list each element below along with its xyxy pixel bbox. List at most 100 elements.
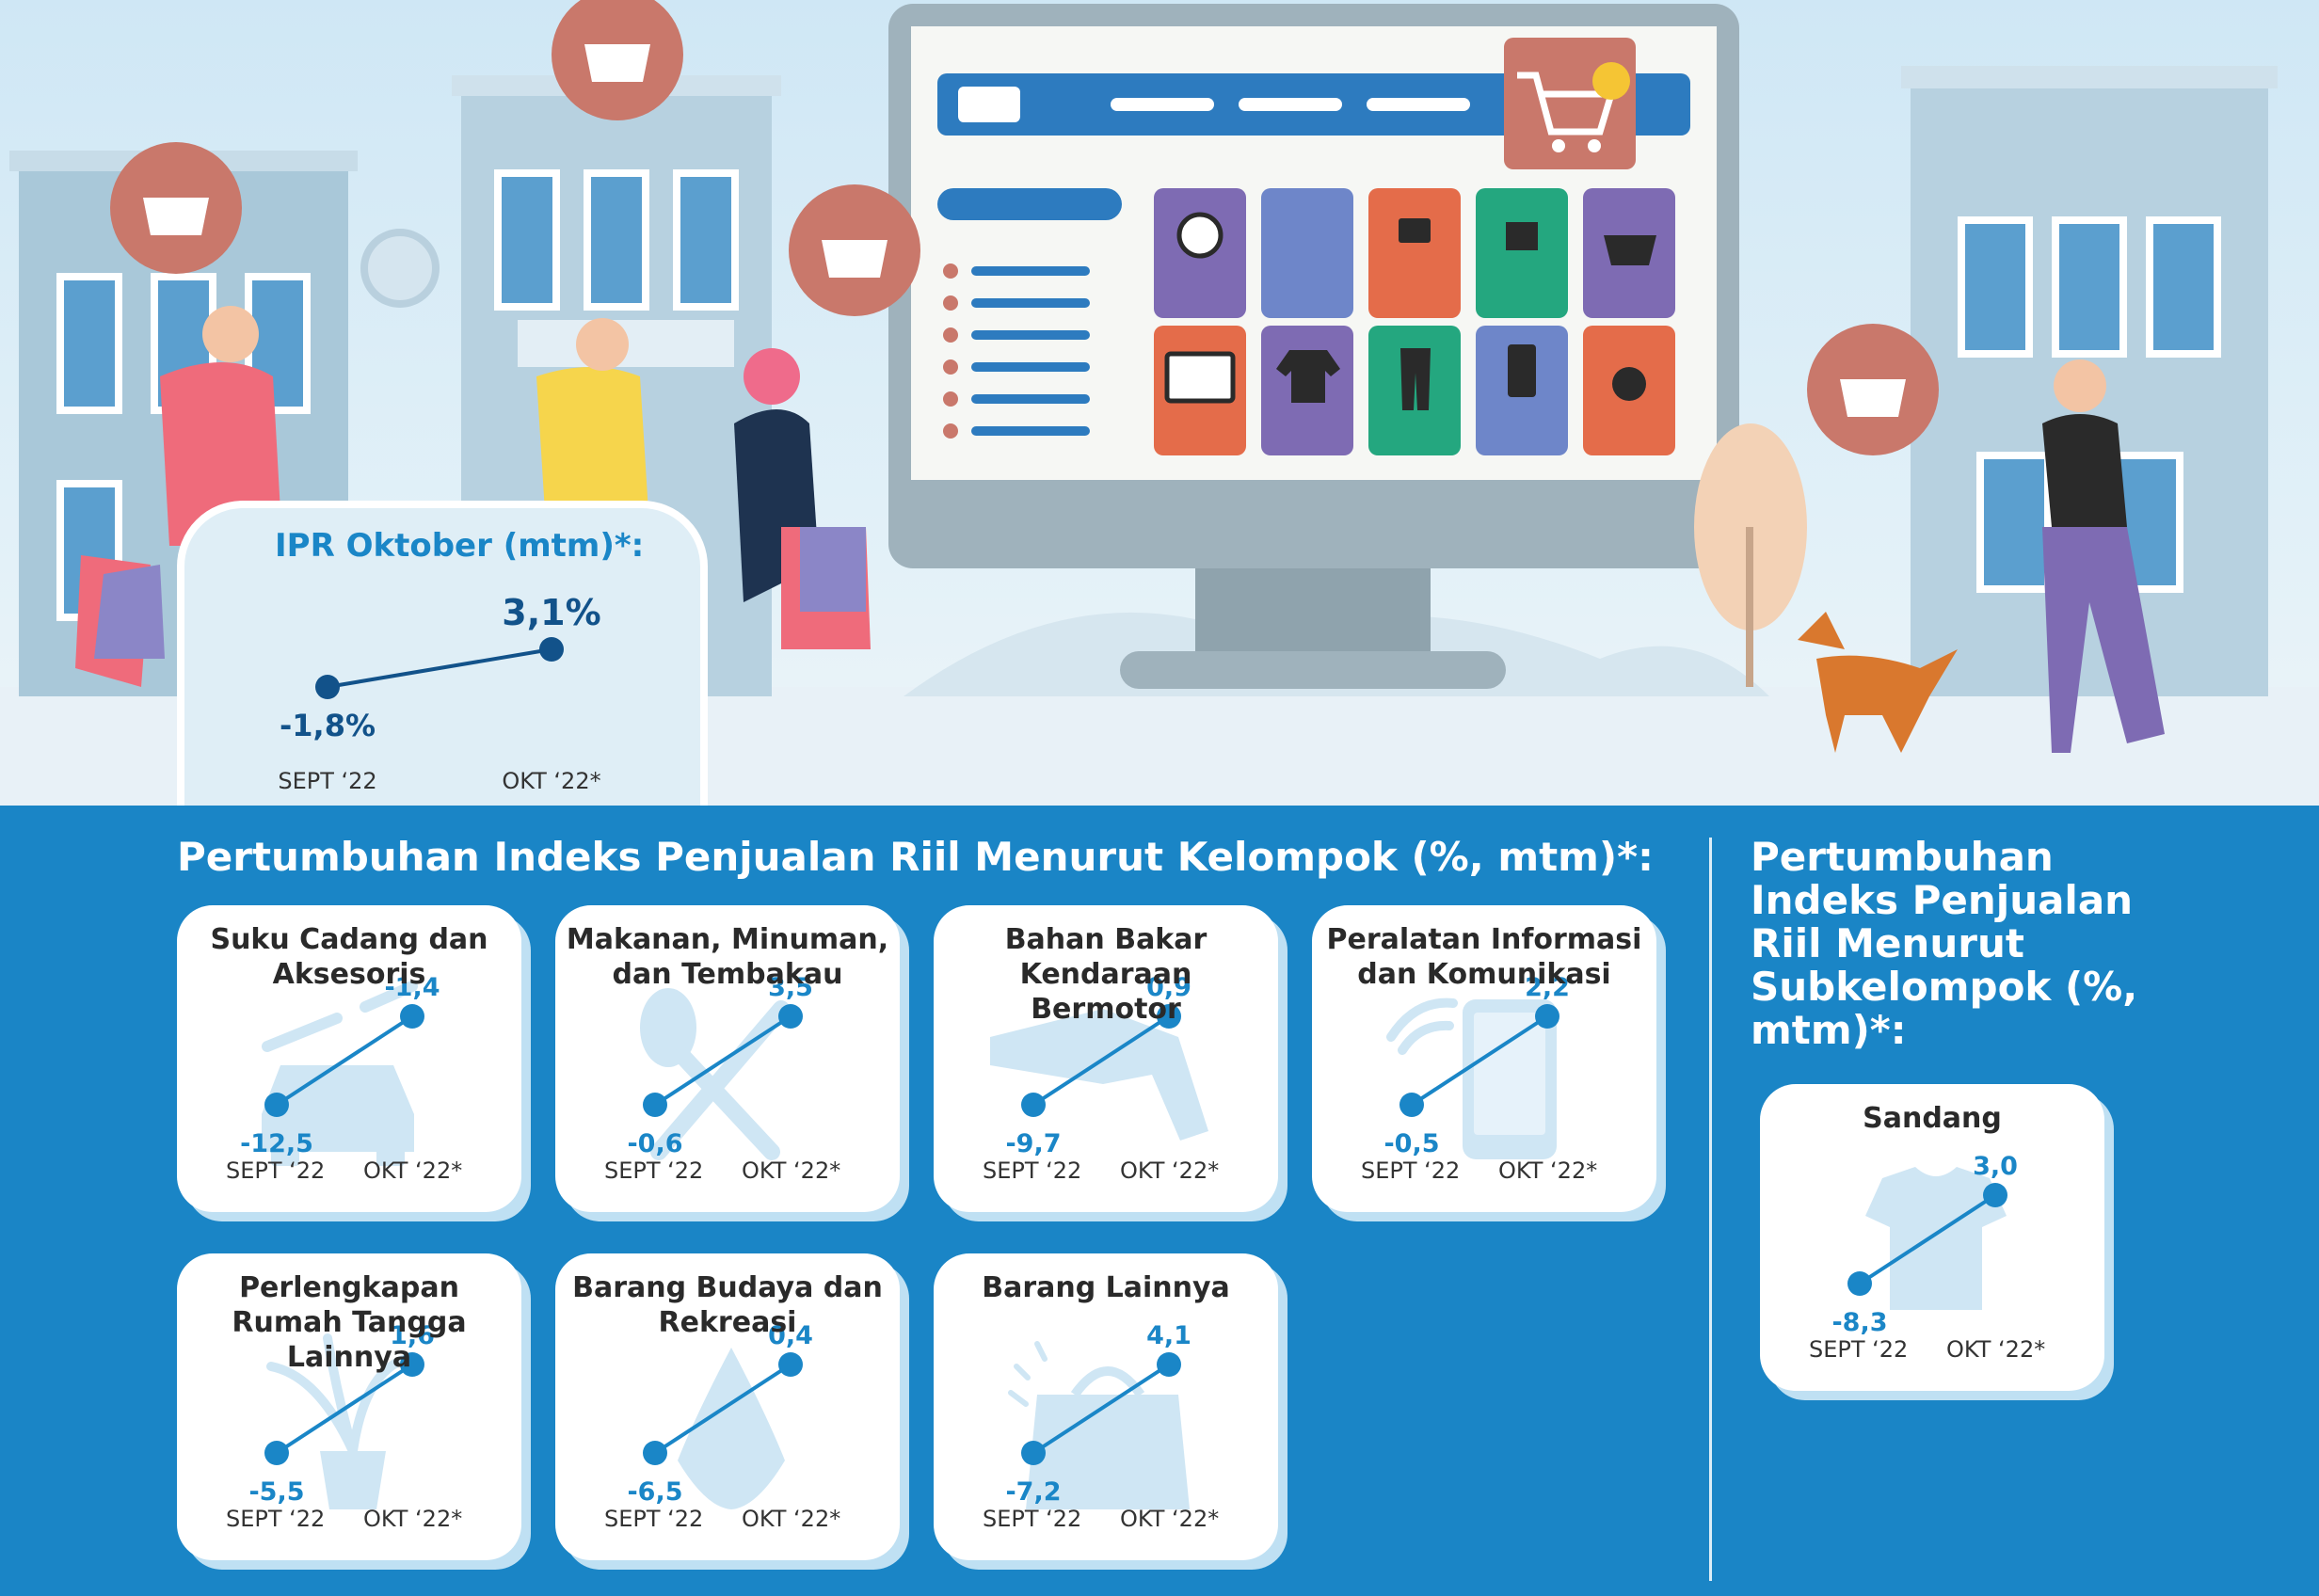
series-line bbox=[1032, 1014, 1171, 1107]
ipr-point-sept bbox=[315, 675, 340, 699]
point-okt bbox=[778, 1352, 803, 1377]
ipr-title: IPR Oktober (mtm)*: bbox=[275, 527, 645, 565]
card-title: Barang Lainnya bbox=[982, 1271, 1230, 1304]
card-line-chart: -5,5 1,6 bbox=[248, 1321, 435, 1509]
value-label-okt: 0,9 bbox=[1146, 973, 1191, 1002]
point-okt bbox=[1535, 1004, 1559, 1029]
card-line-chart: -6,5 0,4 bbox=[627, 1321, 813, 1509]
x-label-sept: SEPT ‘22 bbox=[604, 1506, 704, 1532]
subgroup-growth-title: Pertumbuhan Indeks Penjualan Riil Menuru… bbox=[1751, 834, 2138, 1053]
point-okt bbox=[1157, 1352, 1181, 1377]
ipr-series-line bbox=[327, 647, 552, 689]
point-sept bbox=[643, 1093, 667, 1117]
series-line bbox=[1032, 1363, 1171, 1455]
x-label-okt: OKT ‘22* bbox=[363, 1506, 463, 1532]
point-sept bbox=[264, 1441, 289, 1465]
value-label-sept: -9,7 bbox=[1005, 1129, 1061, 1158]
ipr-line-chart: -1,8% 3,1% SEPT ‘22 OKT ‘22* bbox=[278, 592, 600, 794]
x-label-okt: OKT ‘22* bbox=[1120, 1157, 1220, 1184]
point-okt bbox=[1983, 1183, 2007, 1207]
basket-badge-icons bbox=[110, 0, 1939, 455]
series-line bbox=[275, 1014, 414, 1107]
x-label-sept: SEPT ‘22 bbox=[1361, 1157, 1461, 1184]
x-label-sept: SEPT ‘22 bbox=[983, 1506, 1082, 1532]
value-label-okt: 3,5 bbox=[768, 973, 813, 1002]
ipr-summary-card: IPR Oktober (mtm)*: -1,8% 3,1% SEPT ‘22 OKT… bbox=[177, 501, 708, 806]
x-label-okt: OKT ‘22* bbox=[1498, 1157, 1598, 1184]
value-label-okt: 4,1 bbox=[1146, 1321, 1191, 1350]
card-line-chart: -0,6 3,5 bbox=[627, 973, 813, 1160]
fuel-nozzle-icon bbox=[990, 1009, 1208, 1141]
point-sept bbox=[1399, 1093, 1424, 1117]
ipr-x-label-sept: SEPT ‘22 bbox=[278, 768, 376, 794]
spoon-fork-icon bbox=[640, 988, 790, 1160]
card-title: Makanan, Minuman, dan Tembakau bbox=[566, 923, 889, 991]
value-label-sept: -7,2 bbox=[1005, 1477, 1061, 1507]
x-label-okt: OKT ‘22* bbox=[742, 1157, 841, 1184]
series-line bbox=[653, 1014, 792, 1107]
card-line-chart: -9,7 0,9 bbox=[990, 973, 1208, 1158]
point-sept bbox=[1021, 1093, 1046, 1117]
ipr-point-okt bbox=[539, 637, 564, 662]
x-label-okt: OKT ‘22* bbox=[742, 1506, 841, 1532]
shopping-scene-illustration: IPR Oktober (mtm)*: -1,8% 3,1% SEPT ‘22 OKT… bbox=[0, 0, 2319, 806]
chart-card: -9,7 0,9 Bahan Bakar Kendaraan Bermotor SEP… bbox=[934, 905, 1278, 1212]
x-label-sept: SEPT ‘22 bbox=[604, 1157, 704, 1184]
point-sept bbox=[643, 1441, 667, 1465]
point-sept bbox=[1847, 1271, 1872, 1296]
x-label-sept: SEPT ‘22 bbox=[1809, 1336, 1909, 1363]
card-line-chart: -7,2 4,1 bbox=[1005, 1321, 1191, 1509]
card-title: Barang Budaya dan Rekreasi bbox=[572, 1271, 883, 1339]
value-label-okt: 0,4 bbox=[768, 1321, 813, 1350]
chart-card: -12,5 -1,4 Suku Cadang dan Aksesoris SEPT ‘… bbox=[177, 905, 521, 1212]
point-sept bbox=[1021, 1441, 1046, 1465]
point-okt bbox=[778, 1004, 803, 1029]
shopping-bag-icon bbox=[1008, 1341, 1190, 1509]
people-illustration bbox=[75, 306, 2165, 753]
series-line bbox=[653, 1363, 792, 1455]
card-line-chart: -8,3 3,0 bbox=[1831, 1152, 2018, 1337]
card-line-chart: -0,5 2,2 bbox=[1383, 973, 1570, 1159]
point-okt bbox=[400, 1352, 424, 1377]
value-label-okt: 3,0 bbox=[1973, 1152, 2018, 1181]
x-label-okt: OKT ‘22* bbox=[363, 1157, 463, 1184]
chart-card: -0,5 2,2 Peralatan Informasi dan Komunikas… bbox=[1312, 905, 1656, 1212]
chart-card: -0,6 3,5 Makanan, Minuman, dan Tembakau SEP… bbox=[555, 905, 900, 1212]
value-label-sept: -0,6 bbox=[627, 1129, 682, 1158]
x-label-okt: OKT ‘22* bbox=[1946, 1336, 2046, 1363]
value-label-sept: -8,3 bbox=[1831, 1308, 1887, 1337]
chart-card: -6,5 0,4 Barang Budaya dan Rekreasi SEPT ‘2… bbox=[555, 1253, 900, 1560]
value-label-okt: 1,6 bbox=[390, 1321, 435, 1350]
x-label-sept: SEPT ‘22 bbox=[226, 1157, 326, 1184]
car-wrench-icon bbox=[262, 981, 418, 1166]
x-label-okt: OKT ‘22* bbox=[1120, 1506, 1220, 1532]
ipr-value-label-okt: 3,1% bbox=[502, 592, 600, 633]
wayang-icon bbox=[678, 1348, 785, 1509]
chart-card: -7,2 4,1 Barang Lainnya SEPT ‘22 OKT ‘22* bbox=[934, 1253, 1278, 1560]
point-okt bbox=[1157, 1004, 1181, 1029]
card-title: Peralatan Informasi dan Komunikasi bbox=[1326, 923, 1642, 991]
value-label-sept: -6,5 bbox=[627, 1477, 682, 1507]
ipr-x-label-okt: OKT ‘22* bbox=[502, 768, 600, 794]
x-label-sept: SEPT ‘22 bbox=[226, 1506, 326, 1532]
tshirt-icon bbox=[1865, 1167, 2007, 1310]
smartphone-wifi-icon bbox=[1386, 998, 1557, 1159]
card-title: Sandang bbox=[1863, 1102, 2002, 1135]
monitor-illustration bbox=[888, 4, 1739, 689]
value-label-okt: -1,4 bbox=[384, 973, 440, 1002]
x-label-sept: SEPT ‘22 bbox=[983, 1157, 1082, 1184]
series-line bbox=[1410, 1014, 1549, 1107]
card-title: Suku Cadang dan Aksesoris bbox=[210, 923, 488, 991]
value-label-sept: -12,5 bbox=[240, 1129, 313, 1158]
panel-divider bbox=[1709, 838, 1712, 1581]
point-sept bbox=[264, 1093, 289, 1117]
card-line-chart: -12,5 -1,4 bbox=[240, 973, 440, 1166]
value-label-okt: 2,2 bbox=[1525, 973, 1570, 1002]
chart-card: -8,3 3,0 Sandang SEPT ‘22 OKT ‘22* bbox=[1760, 1084, 2104, 1391]
series-line bbox=[275, 1363, 414, 1455]
value-label-sept: -5,5 bbox=[248, 1477, 304, 1507]
chart-card: -5,5 1,6 Perlengkapan Rumah Tangga Lainnya… bbox=[177, 1253, 521, 1560]
value-label-sept: -0,5 bbox=[1383, 1129, 1439, 1158]
card-title: Perlengkapan Rumah Tangga Lainnya bbox=[232, 1271, 467, 1374]
